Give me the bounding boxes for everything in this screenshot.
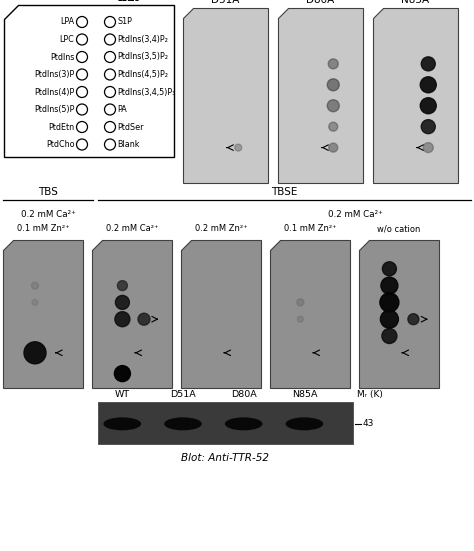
Text: 0.1 mM Zn²⁺: 0.1 mM Zn²⁺	[283, 224, 337, 233]
Polygon shape	[270, 240, 350, 388]
Text: PtdIns(5)P: PtdIns(5)P	[34, 105, 74, 114]
Circle shape	[297, 299, 304, 306]
Text: 22.0: 22.0	[118, 0, 135, 2]
Text: 43: 43	[363, 419, 374, 428]
Text: N85A: N85A	[292, 390, 317, 399]
Ellipse shape	[286, 417, 323, 430]
Circle shape	[114, 366, 130, 382]
Text: 0.2 mM Ca²⁺: 0.2 mM Ca²⁺	[328, 210, 383, 219]
Text: Mᵣ (K): Mᵣ (K)	[357, 390, 383, 399]
Text: S1P: S1P	[118, 18, 132, 26]
Circle shape	[423, 143, 433, 153]
Ellipse shape	[103, 417, 141, 430]
Circle shape	[328, 59, 338, 69]
Polygon shape	[92, 240, 172, 388]
Circle shape	[381, 310, 399, 328]
Circle shape	[327, 100, 339, 112]
Circle shape	[383, 262, 396, 276]
Circle shape	[421, 57, 435, 71]
Text: 144.5: 144.5	[118, 0, 140, 2]
Text: 0.2 mM Zn²⁺: 0.2 mM Zn²⁺	[195, 224, 247, 233]
Ellipse shape	[225, 417, 263, 430]
Text: PtdCho: PtdCho	[46, 140, 74, 149]
Text: PtdIns(3,4,5)P₃: PtdIns(3,4,5)P₃	[118, 88, 176, 96]
Text: 109.5: 109.5	[118, 0, 140, 3]
Circle shape	[24, 342, 46, 364]
Polygon shape	[373, 8, 458, 183]
Text: LPC: LPC	[60, 35, 74, 44]
Circle shape	[118, 280, 128, 290]
Text: D51A: D51A	[170, 390, 196, 399]
Text: PtdIns: PtdIns	[50, 52, 74, 62]
Circle shape	[329, 143, 338, 152]
Text: D80A: D80A	[231, 390, 256, 399]
Text: PtdSer: PtdSer	[118, 122, 144, 132]
Text: 92.0: 92.0	[118, 0, 135, 3]
Circle shape	[327, 79, 339, 91]
Circle shape	[420, 77, 436, 93]
Text: PtdIns(3,5)P₂: PtdIns(3,5)P₂	[118, 52, 168, 62]
Text: PtdEtn: PtdEtn	[48, 122, 74, 132]
Polygon shape	[4, 5, 174, 157]
Text: 39.5: 39.5	[118, 0, 135, 3]
Text: TBS: TBS	[38, 187, 58, 197]
Text: PtdIns(4,5)P₂: PtdIns(4,5)P₂	[118, 70, 168, 79]
Text: D51A: D51A	[211, 0, 240, 5]
Ellipse shape	[164, 417, 202, 430]
Circle shape	[297, 316, 303, 322]
Text: 127.0: 127.0	[118, 0, 140, 3]
Circle shape	[115, 295, 129, 310]
Text: 0.2 mM Ca²⁺: 0.2 mM Ca²⁺	[20, 210, 75, 219]
Polygon shape	[278, 8, 363, 183]
Text: PtdIns(3)P: PtdIns(3)P	[34, 70, 74, 79]
Text: PA: PA	[118, 105, 127, 114]
Polygon shape	[183, 8, 268, 183]
Circle shape	[380, 293, 399, 312]
Circle shape	[421, 120, 435, 134]
Polygon shape	[181, 240, 261, 388]
Text: PtdIns(3,4)P₂: PtdIns(3,4)P₂	[118, 35, 168, 44]
Circle shape	[235, 144, 242, 151]
Text: 0.2 mM Ca²⁺: 0.2 mM Ca²⁺	[106, 224, 158, 233]
Text: Blank: Blank	[118, 140, 140, 149]
Circle shape	[408, 314, 419, 325]
Circle shape	[138, 313, 150, 325]
Circle shape	[115, 312, 130, 327]
Polygon shape	[3, 240, 83, 388]
Text: Blot: Anti-TTR-52: Blot: Anti-TTR-52	[182, 453, 270, 463]
Text: 74.5: 74.5	[118, 0, 135, 3]
Text: TBSE: TBSE	[271, 187, 298, 197]
Polygon shape	[359, 240, 439, 388]
Circle shape	[420, 98, 436, 114]
Text: D80A: D80A	[306, 0, 335, 5]
Circle shape	[31, 282, 38, 289]
Circle shape	[382, 328, 397, 343]
Circle shape	[329, 122, 338, 131]
Text: LPA: LPA	[60, 18, 74, 26]
Bar	[98, 402, 353, 444]
Circle shape	[32, 299, 38, 305]
Text: PtdIns(4)P: PtdIns(4)P	[34, 88, 74, 96]
Text: N85A: N85A	[401, 0, 429, 5]
Text: 57.0: 57.0	[118, 0, 135, 3]
Text: WT: WT	[115, 390, 130, 399]
Text: w/o cation: w/o cation	[377, 224, 421, 233]
Text: 0.1 mM Zn²⁺: 0.1 mM Zn²⁺	[17, 224, 69, 233]
Circle shape	[381, 277, 398, 294]
